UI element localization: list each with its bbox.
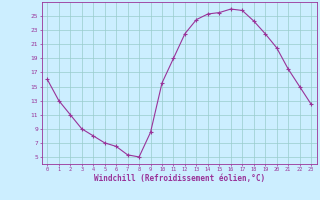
X-axis label: Windchill (Refroidissement éolien,°C): Windchill (Refroidissement éolien,°C) <box>94 174 265 183</box>
